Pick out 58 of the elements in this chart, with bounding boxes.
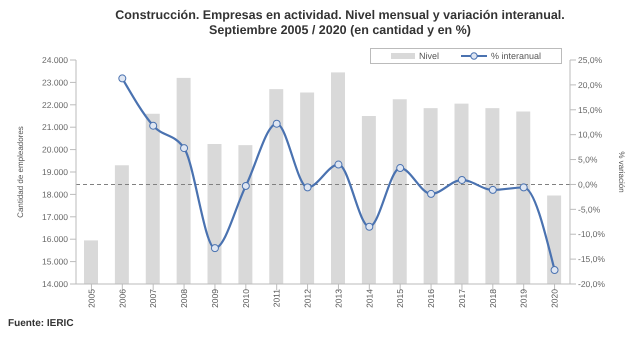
y2-tick-label: 15,0% [578, 104, 603, 115]
chart-title: Construcción. Empresas en actividad. Nivel mensual y variación interanual. Septiembre 2005 / 2020 (en cantidad y en %) [114, 8, 566, 38]
x-tick-label: 2010 [240, 288, 251, 308]
x-tick-label: 2013 [333, 288, 344, 308]
y2-tick-label: 0,0% [578, 179, 598, 190]
point [488, 186, 497, 194]
x-tick-label: 2020 [550, 288, 560, 308]
y-tick-label: 21.000 [42, 122, 68, 132]
point [304, 183, 312, 192]
point [180, 144, 188, 152]
legend-label: Nivel [418, 51, 439, 61]
y-axis-title: Cantidad de empleadores [16, 126, 25, 218]
x-tick-label: 2017 [456, 288, 467, 308]
x-tick-label: 2019 [518, 288, 529, 308]
y2-tick-label: 20,0% [578, 80, 603, 90]
point [334, 160, 342, 169]
y2-tick-label: -20,0% [578, 279, 606, 290]
y-tick-label: 19.000 [42, 167, 68, 178]
point [427, 190, 436, 198]
point [118, 74, 126, 82]
y-tick-label: 14.000 [42, 279, 68, 290]
y2-tick-label: 5,0% [578, 154, 598, 165]
legend-label: % interanual [490, 51, 542, 61]
point [365, 222, 374, 231]
x-tick-label: 2005 [86, 288, 96, 308]
x-tick-label: 2011 [272, 288, 282, 308]
point [149, 122, 158, 130]
y-tick-label: 17.000 [42, 212, 68, 222]
point [520, 183, 528, 192]
point [242, 182, 250, 190]
y-tick-label: 23.000 [42, 77, 68, 88]
x-tick-label: 2016 [426, 288, 436, 308]
x-tick-label: 2009 [210, 288, 220, 308]
y2-tick-label: 25,0% [578, 55, 603, 66]
x-tick-label: 2014 [364, 288, 374, 308]
x-tick-label: 2008 [179, 288, 190, 308]
x-tick-label: 2006 [117, 288, 128, 308]
x-tick-label: 2018 [488, 288, 498, 308]
y-tick-label: 20.000 [42, 144, 68, 155]
x-tick-label: 2012 [302, 288, 313, 308]
point [272, 120, 281, 128]
point [550, 266, 559, 274]
y2-tick-label: 10,0% [578, 130, 603, 140]
y2-tick-label: -10,0% [578, 229, 606, 240]
y2-axis-title: % variación [617, 151, 626, 193]
point [210, 244, 219, 252]
y2-tick-label: -5,0% [578, 204, 601, 214]
y-tick-label: 18.000 [42, 189, 68, 200]
y-tick-label: 22.000 [42, 100, 68, 110]
y-tick-label: 24.000 [42, 55, 68, 66]
x-tick-label: 2015 [395, 288, 406, 308]
x-tick-label: 2007 [148, 288, 158, 308]
source-note: Fuente: IERIC [8, 318, 75, 329]
y-tick-label: 16.000 [42, 234, 68, 244]
point [458, 176, 466, 184]
y2-tick-label: -15,0% [578, 254, 606, 264]
point [396, 164, 404, 172]
y-tick-label: 15.000 [42, 256, 68, 267]
